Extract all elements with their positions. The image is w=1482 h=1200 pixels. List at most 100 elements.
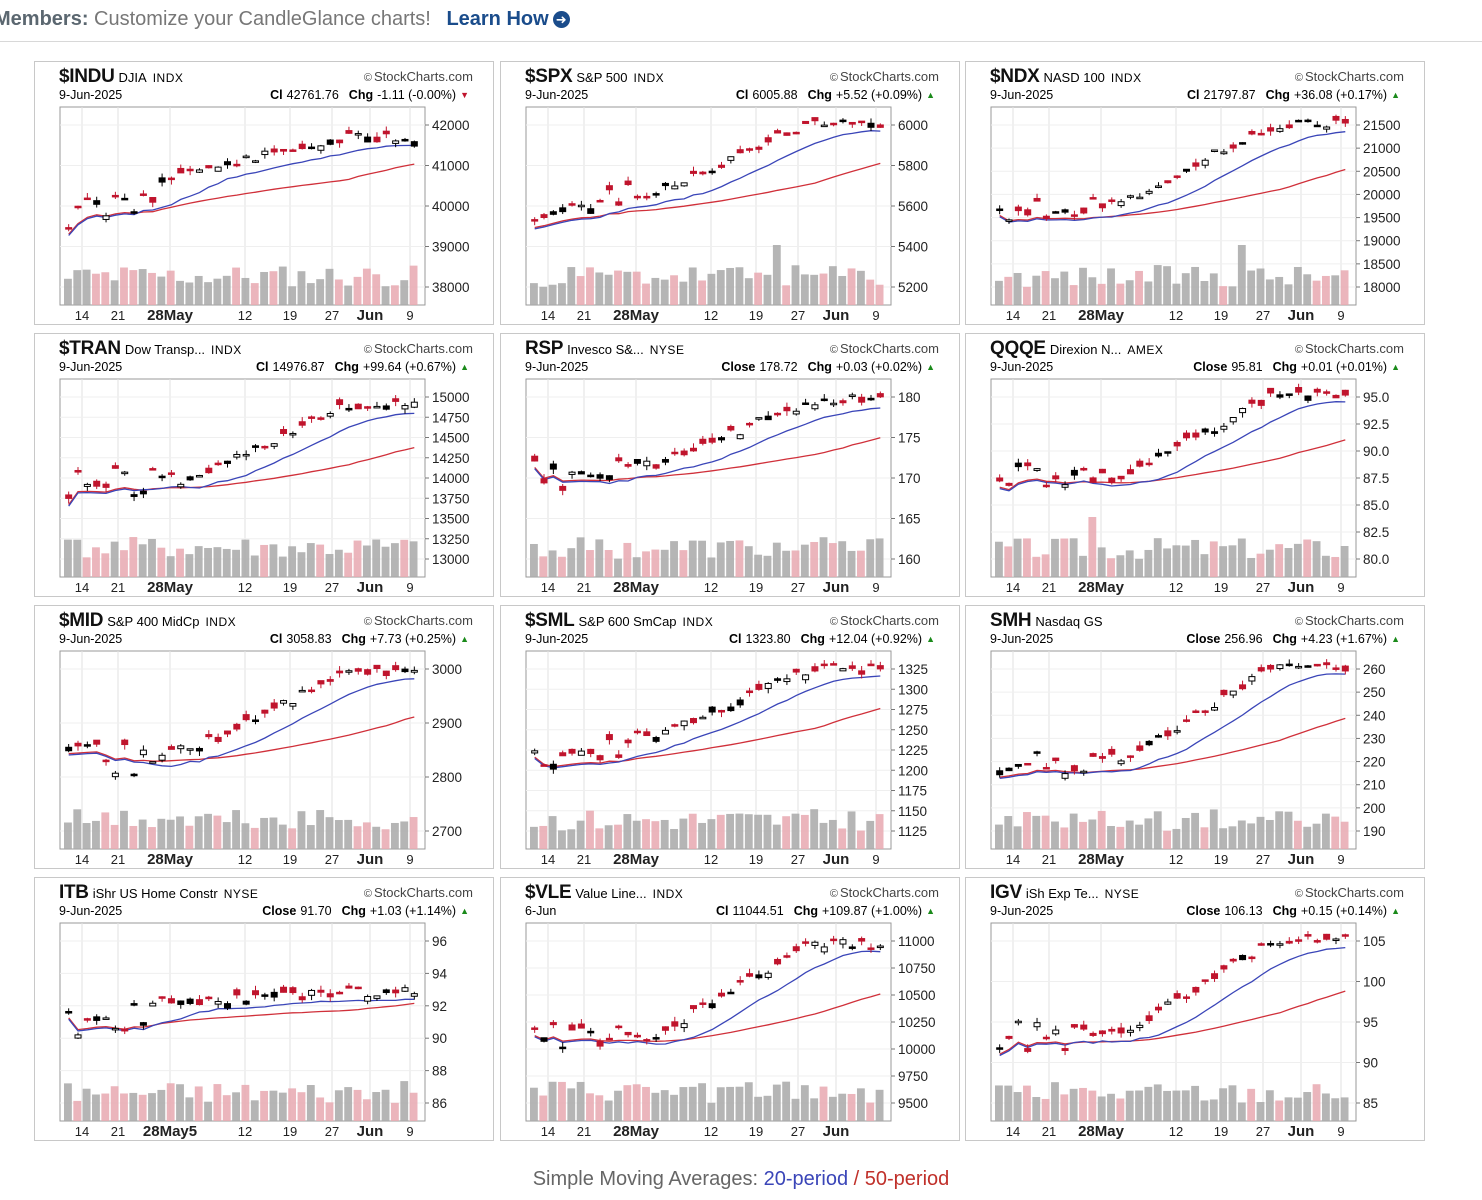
volume-bar [1256, 1102, 1265, 1121]
candle-body [1220, 689, 1228, 696]
candlestick-chart[interactable]: 14 21 28May 12 19 27 Jun 9 3000 2900 2800 2700 [35, 606, 493, 868]
candle-body [587, 748, 595, 755]
chart-panel[interactable]: $MID S&P 400 MidCp INDX © StockCharts.com 9-J… [34, 605, 494, 869]
volume-bar [1051, 278, 1059, 305]
volume-bar [148, 538, 156, 577]
candle-body [1070, 469, 1078, 476]
chart-symbol[interactable]: QQQE [990, 338, 1046, 359]
volume-bar [530, 1087, 538, 1121]
candle-body [280, 986, 288, 993]
x-tick-label: 21 [1042, 852, 1056, 867]
volume-bar [614, 270, 622, 305]
candle-body [1201, 159, 1209, 166]
x-tick-label: 28May [147, 851, 194, 868]
chart-symbol[interactable]: $SML [525, 610, 575, 631]
candlestick-chart[interactable]: 14 21 28May 12 19 27 Jun 9 42000 41000 40000 39000 3… [35, 62, 493, 324]
candle-body [1164, 730, 1172, 737]
candle-body [158, 475, 166, 479]
chart-panel[interactable]: $VLE Value Line... INDX © StockCharts.com 6-J… [500, 877, 960, 1141]
volume-bar [1023, 286, 1031, 305]
chart-panel[interactable]: $INDU DJIA INDX © StockCharts.com 9-Jun-2025 C… [34, 61, 494, 325]
volume-bar [1135, 558, 1143, 577]
candle-body [1173, 175, 1181, 178]
candle-body [848, 121, 856, 125]
chart-symbol[interactable]: $VLE [525, 882, 572, 903]
triangle-up-icon: ▲ [1391, 634, 1400, 644]
learn-how-link[interactable]: Learn How ➜ [446, 8, 570, 30]
candlestick-chart[interactable]: 14 21 28May5 12 19 27 Jun 9 96 94 92 90 88 86 [35, 878, 493, 1140]
volume-bar [120, 1093, 128, 1121]
candle-body [1276, 394, 1284, 398]
candlestick-chart[interactable]: 14 21 28May 12 19 27 Jun 9 260 250 240 230 220 210 200… [966, 606, 1424, 868]
chart-quote: Cl 14976.87 Chg +99.64 (+0.67%) ▲ [256, 360, 469, 374]
candle-body [1108, 199, 1116, 202]
chart-panel[interactable]: $TRAN Dow Transp... INDX © StockCharts.com 9-… [34, 333, 494, 597]
candlestick-chart[interactable]: 14 21 28May 12 19 27 Jun 11000 10750 10500 10250 10… [501, 878, 959, 1140]
candle-body [1061, 484, 1069, 488]
volume-bar [782, 1081, 791, 1121]
chart-panel[interactable]: $NDX NASD 100 INDX © StockCharts.com 9-Jun-20… [965, 61, 1425, 325]
chart-symbol[interactable]: ITB [59, 882, 89, 903]
chart-panel[interactable]: SMH Nasdaq GS © StockCharts.com 9-Jun-2025 Cl… [965, 605, 1425, 869]
candlestick-chart[interactable]: 14 21 28May 12 19 27 Jun 9 6000 5800 5600 5400 5200 [501, 62, 959, 324]
candle-body [1332, 667, 1340, 670]
sma50-line [534, 162, 881, 229]
candlestick-chart[interactable]: 14 21 28May 12 19 27 Jun 9 15000 14750 14500 14250 1… [35, 334, 493, 596]
chart-symbol[interactable]: $TRAN [59, 338, 121, 359]
x-tick-label: 9 [1337, 1124, 1344, 1139]
chart-symbol[interactable]: IGV [990, 882, 1022, 903]
volume-bar [1275, 544, 1284, 577]
candlestick-chart[interactable]: 14 21 28May 12 19 27 Jun 9 180 175 170 165 160 [501, 334, 959, 596]
volume-bar [1088, 277, 1097, 305]
candlestick-chart[interactable]: 14 21 28May 12 19 27 Jun 9 105 100 95 90 85 [966, 878, 1424, 1140]
volume-bar [632, 271, 641, 305]
candle-body [336, 991, 344, 995]
chart-symbol[interactable]: RSP [525, 338, 564, 359]
candle-body [1033, 468, 1041, 471]
chart-panel[interactable]: $SPX S&P 500 INDX © StockCharts.com 9-Jun-202… [500, 61, 960, 325]
volume-bar [1247, 557, 1256, 577]
candle-body [336, 670, 344, 674]
candlestick-chart[interactable]: 14 21 28May 12 19 27 Jun 9 21500 21000 20500 20000 1… [966, 62, 1424, 324]
chart-symbol[interactable]: $MID [59, 610, 104, 631]
volume-bar [138, 544, 147, 577]
chart-symbol[interactable]: $INDU [59, 66, 115, 87]
candle-body [839, 668, 847, 672]
chart-panel[interactable]: $SML S&P 600 SmCap INDX © StockCharts.com 9-J… [500, 605, 960, 869]
candlestick-chart[interactable]: 14 21 28May 12 19 27 Jun 9 1325 1300 1275 1250 1225 1… [501, 606, 959, 868]
candle-body [1014, 206, 1022, 212]
chart-panel[interactable]: QQQE Direxion N... AMEX © StockCharts.com 9-J… [965, 333, 1425, 597]
candle-body [1042, 484, 1050, 488]
x-tick-label: 21 [577, 308, 591, 323]
candle-body [1276, 128, 1284, 132]
volume-bar [651, 1092, 660, 1121]
chart-panel[interactable]: IGV iSh Exp Te... NYSE © StockCharts.com 9-Ju… [965, 877, 1425, 1141]
candlestick-chart[interactable]: 14 21 28May 12 19 27 Jun 9 95.0 92.5 90.0 87.5 85.0 8… [966, 334, 1424, 596]
chart-symbol[interactable]: $NDX [990, 66, 1040, 87]
price-value: 3058.83 [286, 632, 332, 646]
candle-body [65, 746, 73, 752]
volume-bar [344, 819, 353, 849]
candle-body [373, 405, 381, 409]
volume-bar [1004, 1085, 1013, 1121]
candle-body [848, 394, 856, 397]
chart-symbol[interactable]: $SPX [525, 66, 573, 87]
candle-body [820, 398, 828, 402]
price-label: Cl [1187, 88, 1200, 102]
chart-quote: Close 256.96 Chg +4.23 (+1.67%) ▲ [1186, 632, 1400, 646]
y-tick-label: 20000 [1363, 187, 1401, 202]
chart-panel[interactable]: ITB iShr US Home Constr NYSE © StockCharts.c… [34, 877, 494, 1141]
price-value: 42761.76 [286, 88, 339, 102]
candle-body [93, 739, 101, 745]
volume-bar [1275, 276, 1284, 305]
x-tick-label: 21 [111, 308, 125, 323]
candle-body [93, 1016, 101, 1021]
chart-symbol[interactable]: SMH [990, 610, 1032, 631]
change-value: +0.01 (+0.01%) [1300, 360, 1388, 374]
candle-body [121, 739, 129, 746]
y-tick-label: 82.5 [1363, 525, 1389, 540]
chart-date: 9-Jun-2025 [525, 88, 589, 102]
candle-body [1108, 477, 1116, 483]
chart-panel[interactable]: RSP Invesco S&... NYSE © StockCharts.com 9-Ju… [500, 333, 960, 597]
chart-exchange: INDX [633, 71, 665, 85]
